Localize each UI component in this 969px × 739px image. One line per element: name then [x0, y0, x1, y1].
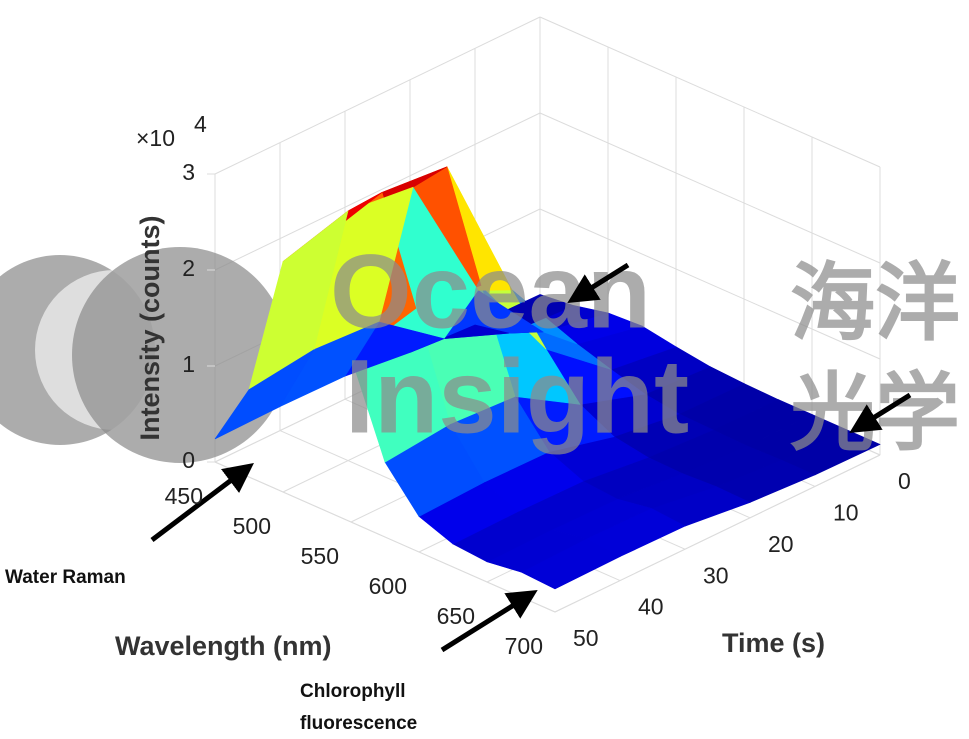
z-axis-label: Intensity (counts) [135, 215, 165, 440]
labels: Wavelength (nm) Time (s) Intensity (coun… [5, 111, 912, 734]
annotation: Water Raman [5, 567, 126, 588]
z-multiplier-exp: 4 [194, 111, 207, 137]
z-tick-label: 0 [182, 447, 195, 473]
annotation: Chlorophyll [300, 681, 406, 702]
grid-line [214, 16, 541, 175]
y-tick-label: 20 [768, 531, 794, 557]
grid-line [539, 16, 881, 168]
z-tick-label: 2 [182, 255, 195, 281]
grid-line [539, 208, 881, 360]
watermark-word: Insight [345, 339, 689, 456]
arrow [440, 590, 538, 653]
z-tick-label: 3 [182, 159, 195, 185]
x-tick-label: 450 [165, 483, 203, 509]
x-tick-label: 600 [369, 573, 407, 599]
y-tick-label: 0 [898, 468, 911, 494]
y-tick-label: 30 [703, 562, 729, 588]
surface-patch [214, 349, 315, 440]
axis-line [214, 461, 556, 613]
watermark-word: 海洋 [790, 256, 960, 351]
grid-line [214, 112, 541, 271]
y-tick-label: 40 [638, 594, 664, 620]
x-tick-label: 500 [233, 513, 271, 539]
watermark [0, 247, 288, 463]
logo-ring [72, 247, 288, 463]
z-tick-label: 1 [182, 351, 195, 377]
surface [214, 166, 881, 590]
axis-line [554, 454, 881, 613]
y-tick-label: 50 [573, 625, 599, 651]
z-multiplier: ×10 [136, 125, 175, 151]
y-axis-label: Time (s) [722, 628, 825, 658]
x-tick-label: 550 [301, 543, 339, 569]
arrow [567, 262, 630, 303]
watermark-text: Ocean Insight 海洋 光学 [330, 234, 960, 462]
arrow [849, 392, 912, 433]
x-axis-label: Wavelength (nm) [115, 631, 332, 661]
x-tick-label: 700 [505, 633, 543, 659]
annotation: fluorescence [300, 713, 417, 734]
grid-line [539, 112, 881, 264]
watermark-word: Ocean [330, 234, 651, 351]
arrow [150, 462, 254, 542]
x-tick-label: 650 [437, 603, 475, 629]
y-tick-label: 10 [833, 499, 859, 525]
